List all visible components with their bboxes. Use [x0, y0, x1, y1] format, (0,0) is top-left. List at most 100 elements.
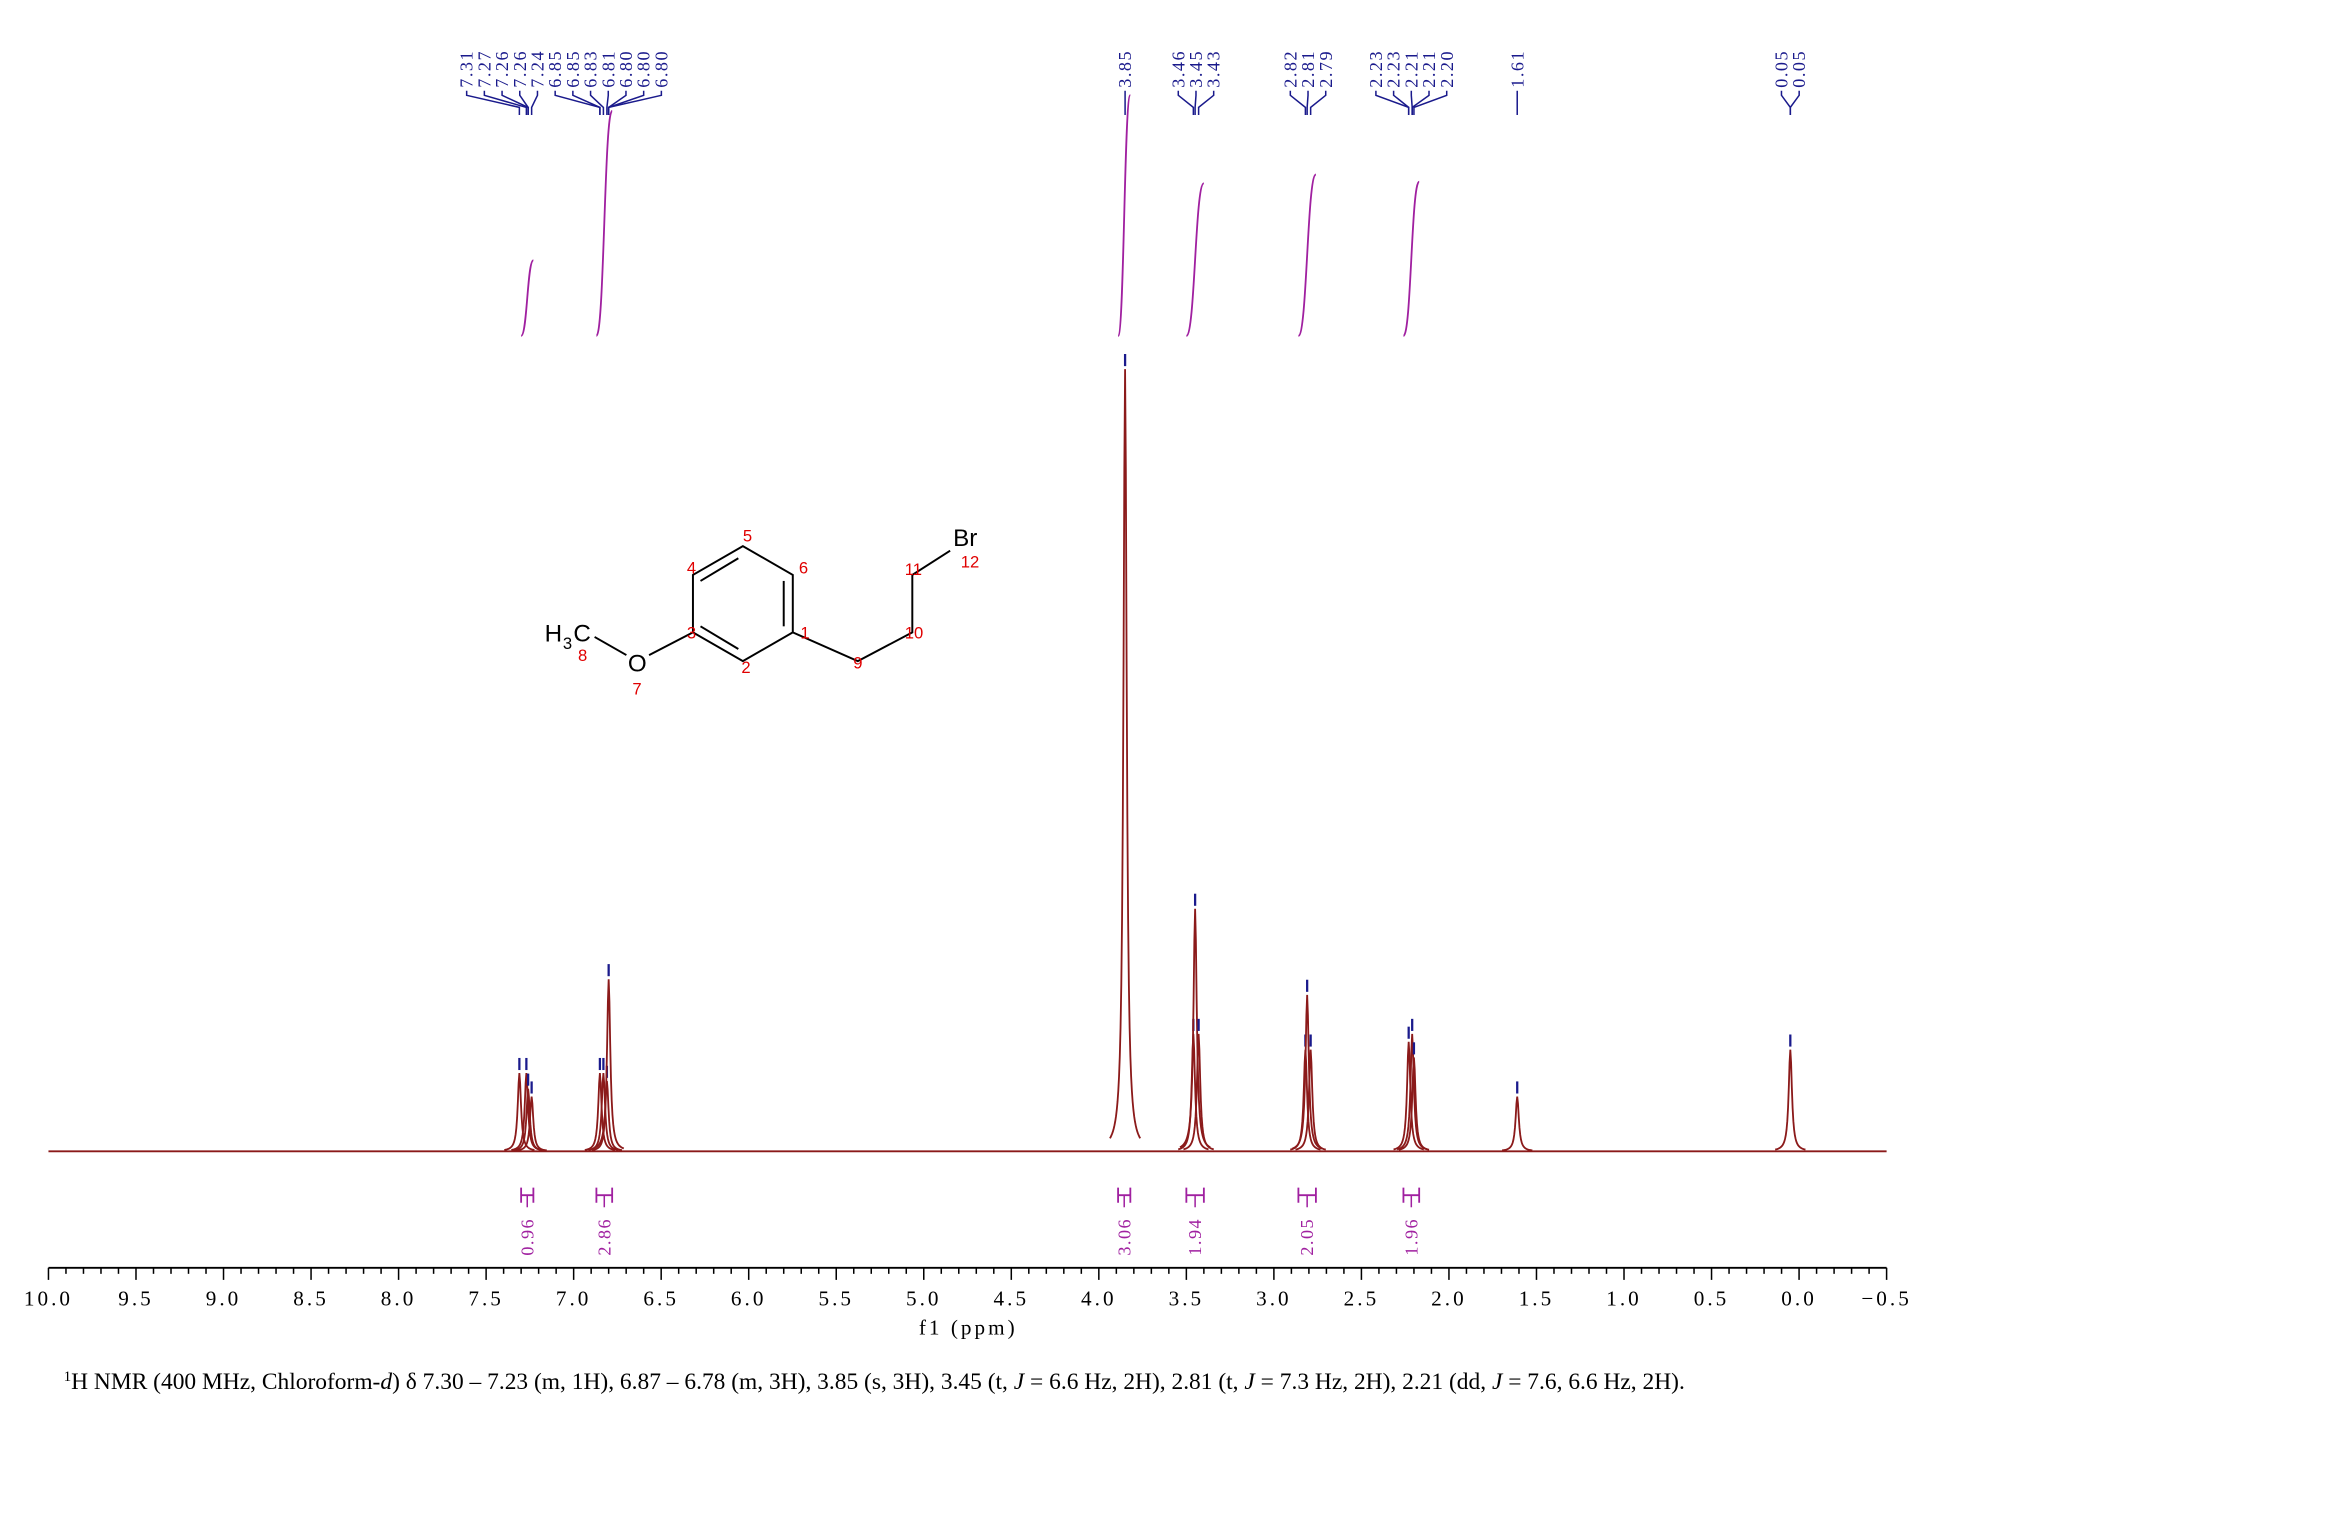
- x-tick-label: 2.5: [1344, 1287, 1380, 1311]
- peak-leader: [554, 90, 601, 115]
- peak-leader: [483, 90, 528, 115]
- peak: [1774, 1049, 1806, 1151]
- x-tick-label: 5.0: [906, 1287, 942, 1311]
- x-tick-label: 9.5: [118, 1287, 154, 1311]
- atom-number: 2: [741, 658, 750, 677]
- peak-label: 0.05: [1772, 50, 1792, 88]
- peak-label: 2.81: [1298, 50, 1318, 88]
- integral-curve: [1185, 182, 1205, 337]
- peak-leader: [530, 90, 539, 115]
- atom-number: 4: [687, 558, 696, 577]
- integral-label: 2.86: [594, 1218, 614, 1256]
- x-axis-label: f1 (ppm): [919, 1315, 1018, 1339]
- peak: [1109, 369, 1142, 1139]
- peak-label: 7.26: [510, 50, 530, 88]
- peak-leader: [1411, 90, 1430, 115]
- peak-label: 3.46: [1168, 50, 1188, 88]
- x-tick-label: 4.5: [994, 1287, 1030, 1311]
- x-tick-label: 2.0: [1431, 1287, 1467, 1311]
- x-tick-label: 0.0: [1781, 1287, 1817, 1311]
- caption-part: J: [1492, 1369, 1504, 1395]
- peak-label: 2.20: [1437, 50, 1457, 88]
- integral-curve: [1402, 180, 1421, 337]
- caption-part: J: [1244, 1369, 1256, 1395]
- x-tick-label: 5.5: [818, 1287, 854, 1311]
- peak-label: 0.05: [1789, 50, 1809, 88]
- peak: [1183, 1033, 1214, 1151]
- x-tick-label: 1.0: [1606, 1287, 1642, 1311]
- integral-label: 2.05: [1297, 1218, 1317, 1256]
- peak-label: 6.80: [616, 50, 636, 88]
- peak: [1501, 1096, 1533, 1152]
- peak-label: 7.31: [457, 50, 477, 88]
- atom-number: 5: [743, 527, 752, 546]
- peak-leader: [606, 90, 610, 115]
- x-tick-label: 7.5: [468, 1287, 504, 1311]
- bond: [648, 631, 694, 656]
- integral-curve: [595, 109, 614, 337]
- atom-number: 1: [800, 623, 809, 642]
- peak-label: 2.21: [1401, 50, 1421, 88]
- peak: [593, 979, 625, 1150]
- peak: [1295, 1049, 1326, 1151]
- atom: C: [573, 620, 590, 647]
- integral-label: 0.96: [517, 1218, 537, 1256]
- atom-number: 12: [961, 552, 980, 571]
- peak: [588, 1073, 619, 1151]
- peak-leader: [465, 90, 521, 115]
- peak-leader: [1197, 90, 1215, 115]
- peak-label: 6.81: [598, 50, 618, 88]
- x-tick-label: 8.0: [381, 1287, 417, 1311]
- peak-label: 2.23: [1384, 50, 1404, 88]
- integral-label: 1.96: [1401, 1218, 1421, 1256]
- atom-number: 10: [905, 623, 924, 642]
- caption-part: = 7.3 Hz, 2H), 2.21 (dd,: [1255, 1369, 1492, 1395]
- peak-label: 6.85: [545, 50, 565, 88]
- atom-number: 3: [687, 623, 696, 642]
- atom: 3: [563, 634, 572, 653]
- integral-curve: [520, 259, 535, 337]
- peak-leader: [589, 90, 605, 115]
- atom: Br: [953, 525, 977, 552]
- peak-leader: [1413, 90, 1448, 115]
- peak-leader: [1289, 90, 1307, 115]
- peak: [591, 1080, 623, 1152]
- peak-leader: [1392, 90, 1410, 115]
- caption-part: d: [380, 1369, 392, 1395]
- peak-label: 7.26: [492, 50, 512, 88]
- caption-part: J: [1014, 1369, 1026, 1395]
- double-bond: [700, 625, 739, 650]
- peak-leader: [519, 90, 529, 115]
- atom-number: 7: [632, 679, 641, 698]
- peak-label: 7.27: [474, 50, 494, 88]
- x-tick-label: 10.0: [24, 1287, 73, 1311]
- atom-number: 9: [853, 654, 862, 673]
- peak-label: 6.80: [651, 50, 671, 88]
- x-tick-label: 6.5: [643, 1287, 679, 1311]
- atom-number: 6: [799, 558, 808, 577]
- peak-label: 3.45: [1186, 50, 1206, 88]
- peak-label: 1.61: [1507, 50, 1527, 88]
- caption-part: = 6.6 Hz, 2H), 2.81 (t,: [1024, 1369, 1244, 1395]
- peak: [1393, 1041, 1425, 1151]
- peak-label: 2.21: [1419, 50, 1439, 88]
- atom: O: [628, 651, 647, 678]
- peak-label: 2.79: [1316, 50, 1336, 88]
- peak-leader: [1309, 90, 1327, 115]
- peak-leader: [1780, 90, 1792, 115]
- x-tick-label: 9.0: [206, 1287, 242, 1311]
- peak-label: 6.80: [634, 50, 654, 88]
- peak-label: 6.83: [581, 50, 601, 88]
- peak-leader: [1789, 90, 1800, 115]
- peak: [1398, 1057, 1430, 1151]
- peak-leader: [572, 90, 601, 115]
- x-tick-label: 3.0: [1256, 1287, 1292, 1311]
- caption: 1H NMR (400 MHz, Chloroform-d) δ 7.30 – …: [64, 1369, 1685, 1395]
- peak: [512, 1088, 544, 1152]
- peak: [504, 1073, 535, 1151]
- peak-label: 2.23: [1366, 50, 1386, 88]
- peak-leader: [607, 90, 663, 115]
- caption-part: ) δ 7.30 – 7.23 (m, 1H), 6.87 – 6.78 (m,…: [392, 1369, 1014, 1395]
- atom-number: 8: [578, 646, 587, 665]
